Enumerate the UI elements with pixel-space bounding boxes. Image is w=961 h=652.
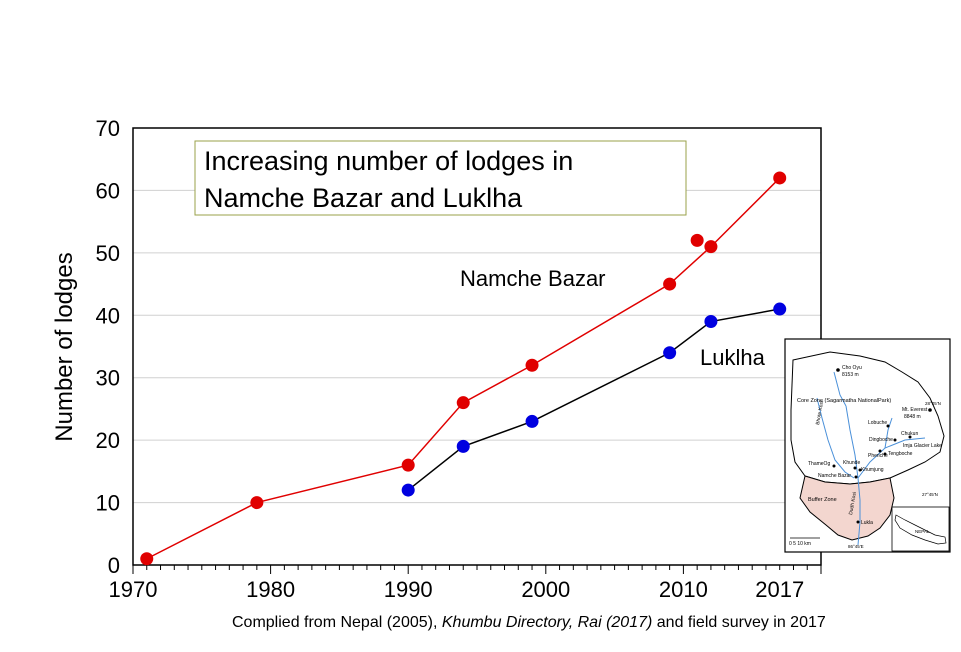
x-tick-label-2000: 2000: [521, 577, 570, 602]
minor-river: [833, 371, 847, 407]
data-point-s0-5: [663, 277, 677, 291]
series-layer: [140, 171, 787, 566]
series-line-0: [146, 177, 781, 560]
dingboche-marker: [893, 438, 897, 442]
x-tick-label-2010: 2010: [659, 577, 708, 602]
y-tick-label-20: 20: [96, 428, 120, 453]
y-tick-label-50: 50: [96, 241, 120, 266]
y-axis: 0 10 20 30 40 50 60 70: [96, 116, 120, 578]
tengboche-marker: [883, 452, 887, 456]
lobuche-marker: [886, 424, 890, 428]
x-tick-label-1980: 1980: [246, 577, 295, 602]
x-tick-label-2017: 2017: [755, 577, 804, 602]
data-point-extra-s0-0: [690, 233, 704, 247]
data-point-s0-1: [250, 496, 264, 510]
pheriche-marker: [878, 449, 882, 453]
y-tick-label-60: 60: [96, 178, 120, 203]
thame-marker: [832, 464, 836, 468]
x-tick-label-1990: 1990: [384, 577, 433, 602]
chart-title-line-1: Increasing number of lodges in: [204, 146, 573, 176]
everest-marker: [928, 408, 932, 412]
x-tick-label-1970: 1970: [109, 577, 158, 602]
map-label-namche: Namche Bazar: [818, 473, 851, 479]
buffer-zone-area: [799, 475, 895, 541]
caption-part-2: Khumbu Directory, Rai (2017): [441, 614, 653, 631]
map-label-tengboche: Tengboche: [888, 451, 913, 457]
khunde-marker: [853, 466, 857, 470]
map-label-dingboche: Dingboche: [869, 437, 893, 443]
data-point-s0-6: [704, 240, 718, 254]
y-tick-label-30: 30: [96, 366, 120, 391]
map-label-long: 86°45'E: [848, 544, 864, 549]
map-label-chukun: Chukun: [901, 431, 918, 437]
data-point-s1-3: [663, 346, 677, 360]
series-label-namche: Namche Bazar: [460, 266, 606, 291]
source-caption: Complied from Nepal (2005), Khumbu Direc…: [232, 614, 826, 632]
x-axis: 1970 1980 1990 2000 2010 2017: [109, 565, 822, 602]
map-label-core-zone: Core Zone (Sagarmatha NationalPark): [797, 398, 891, 404]
title-box: [194, 140, 687, 216]
map-label-scale: 0 5 10 km: [789, 541, 811, 547]
series-label-luklha: Luklha: [700, 345, 766, 370]
data-point-s1-2: [525, 414, 539, 428]
caption-part-3: and field survey in 2017: [652, 614, 826, 631]
y-tick-label-0: 0: [108, 553, 120, 578]
map-label-lat-1: 28°05'N: [925, 401, 941, 406]
y-tick-label-40: 40: [96, 303, 120, 328]
y-axis-label: Number of lodges: [51, 252, 78, 441]
data-point-s0-7: [773, 171, 787, 185]
map-label-khumjung: Khumjung: [861, 467, 884, 473]
lukla-marker: [856, 520, 860, 524]
data-point-s0-2: [401, 458, 415, 472]
chart-title-line-2: Namche Bazar and Luklha: [204, 183, 523, 213]
map-label-dudh-kosi: Dudh Kosi: [848, 492, 858, 516]
data-point-s0-3: [456, 396, 470, 410]
data-point-s1-0: [401, 483, 415, 497]
map-label-imja: Imja Glacier Lake: [903, 443, 942, 449]
map-label-bhote-kosi: Bhote Kosi: [815, 400, 825, 425]
namche-marker: [854, 475, 858, 479]
map-label-everest: Mt. Everest: [902, 407, 928, 413]
inset-map: Cho Oyu 8153 m Core Zone (Sagarmatha Nat…: [784, 338, 951, 553]
map-label-khunde: Khunde: [843, 460, 860, 466]
map-label-pheriche: Pheriche: [868, 453, 888, 459]
map-label-nepal: NEPAL: [915, 529, 930, 534]
map-label-lukla: Lukla: [861, 520, 873, 526]
data-point-s0-4: [525, 358, 539, 372]
map-label-lobuche: Lobuche: [868, 420, 887, 426]
core-zone-area: [790, 351, 945, 485]
map-label-cho-oyu-elev: 8153 m: [842, 372, 859, 378]
data-point-s0-0: [140, 552, 154, 566]
y-tick-label-70: 70: [96, 116, 120, 141]
map-label-buffer: Buffer Zone: [808, 497, 837, 503]
cho-oyu-marker: [836, 368, 840, 372]
y-tick-label-10: 10: [96, 491, 120, 516]
bhote-kosi-river: [816, 397, 855, 479]
caption-part-1: Complied from Nepal (2005),: [232, 614, 442, 631]
map-label-thame: ThameOg: [808, 461, 830, 467]
map-label-cho-oyu: Cho Oyu: [842, 365, 862, 371]
map-label-everest-elev: 8848 m: [904, 414, 921, 420]
data-point-s1-4: [704, 315, 718, 329]
map-label-lat-2: 27°45'N: [922, 492, 938, 497]
chukun-marker: [908, 435, 912, 439]
nepal-outline: [894, 514, 947, 545]
khumjung-marker: [858, 468, 862, 472]
data-point-s1-1: [456, 439, 470, 453]
series-line-1: [407, 308, 780, 491]
data-point-s1-5: [773, 302, 787, 316]
khumbu-river: [884, 417, 893, 449]
